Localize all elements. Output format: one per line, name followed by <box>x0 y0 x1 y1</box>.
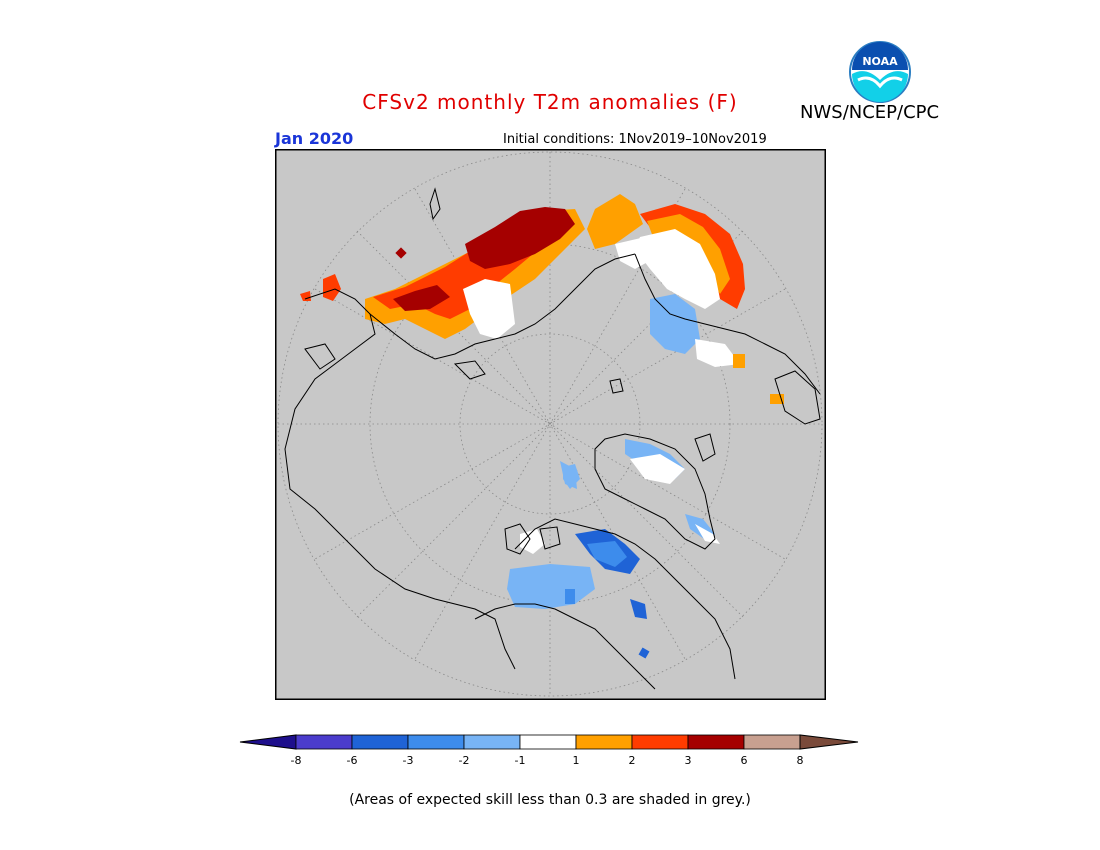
initial-conditions: Initial conditions: 1Nov2019–10Nov2019 <box>503 132 767 147</box>
colorbar-label: -3 <box>403 754 414 767</box>
colorbar-swatch <box>351 734 409 750</box>
colorbar-label: -8 <box>291 754 302 767</box>
colorbar-swatch <box>743 734 801 750</box>
coastlines <box>284 187 821 690</box>
colorbar-label: 6 <box>741 754 748 767</box>
colorbar-swatches <box>239 734 859 750</box>
colorbar-label: -6 <box>347 754 358 767</box>
colorbar-labels: -8 -6 -3 -2 -1 1 2 3 6 8 <box>291 754 804 767</box>
colorbar-swatch <box>295 734 353 750</box>
colorbar-label: 3 <box>685 754 692 767</box>
noaa-logo: NOAA <box>849 41 911 103</box>
colorbar-label: -1 <box>515 754 526 767</box>
agency-label: NWS/NCEP/CPC <box>800 102 940 123</box>
anomaly-europe-band <box>587 194 784 404</box>
colorbar-arrow-low <box>239 734 297 750</box>
colorbar-swatch <box>631 734 689 750</box>
colorbar-label: 1 <box>573 754 580 767</box>
colorbar-label: 8 <box>797 754 804 767</box>
polar-map <box>275 149 826 700</box>
colorbar: -8 -6 -3 -2 -1 1 2 3 6 8 <box>239 734 859 767</box>
skill-note: (Areas of expected skill less than 0.3 a… <box>349 792 751 808</box>
colorbar-swatch <box>519 734 577 750</box>
anomaly-north-america <box>507 439 720 659</box>
noaa-logo-text: NOAA <box>862 55 898 68</box>
colorbar-arrow-high <box>799 734 859 750</box>
map-title: CFSv2 monthly T2m anomalies (F) <box>362 90 738 114</box>
map-border <box>275 149 826 700</box>
colorbar-label: 2 <box>629 754 636 767</box>
anomaly-siberia-band <box>300 207 585 339</box>
colorbar-swatch <box>463 734 521 750</box>
valid-month: Jan 2020 <box>275 129 354 148</box>
colorbar-swatch <box>575 734 633 750</box>
colorbar-label: -2 <box>459 754 470 767</box>
colorbar-swatch <box>407 734 465 750</box>
colorbar-swatch <box>687 734 745 750</box>
